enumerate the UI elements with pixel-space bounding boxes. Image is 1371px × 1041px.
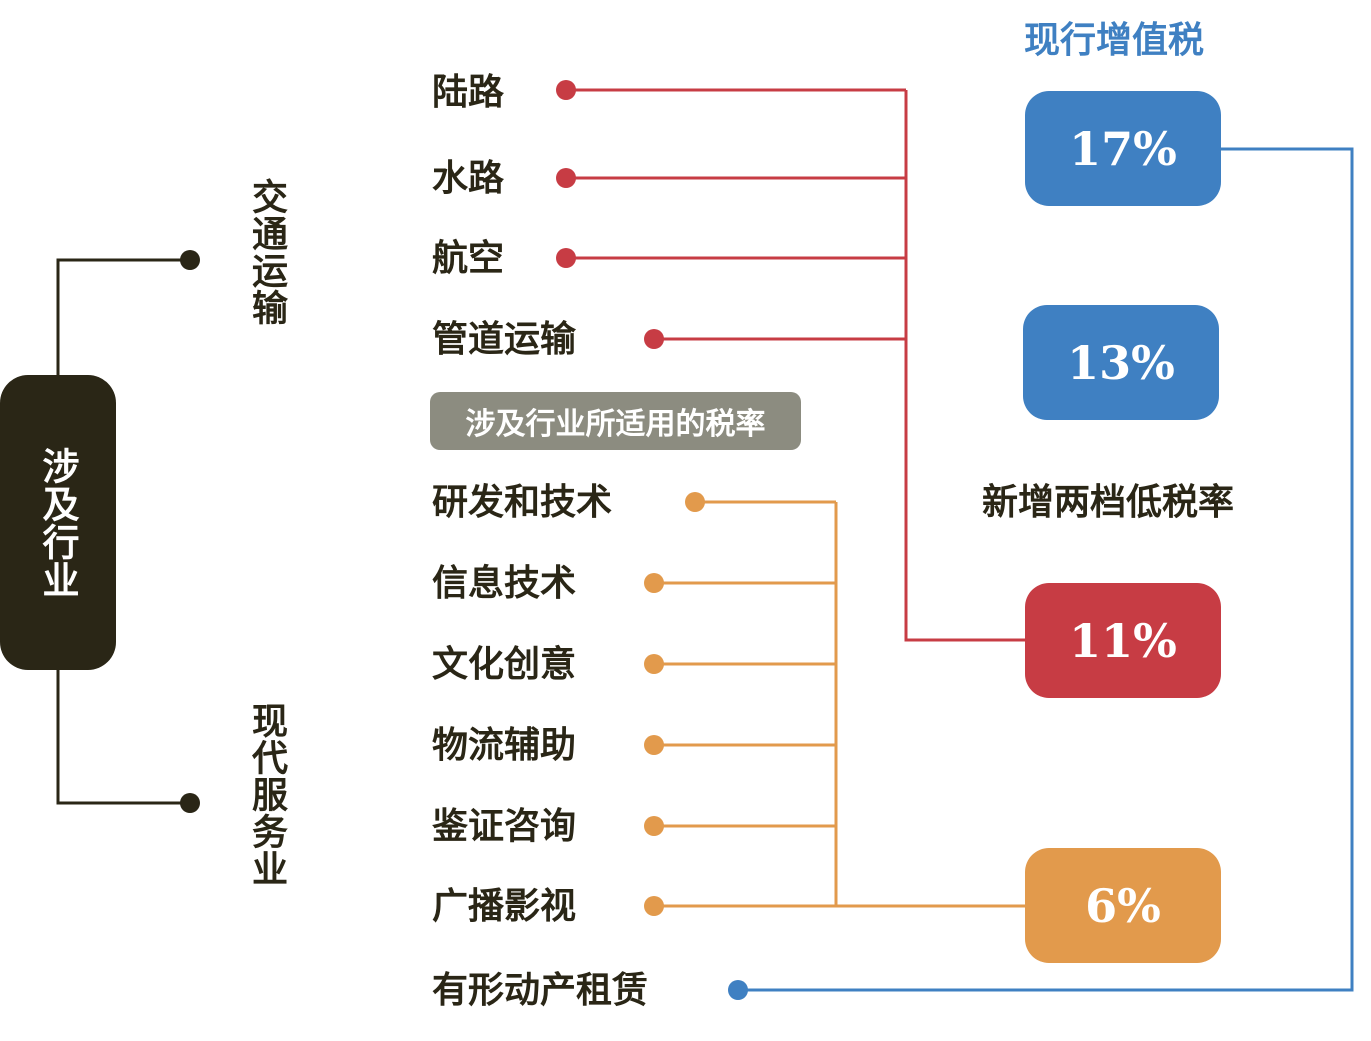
rate-11-label: 11% xyxy=(1069,613,1177,668)
root-connectors xyxy=(56,258,190,805)
item-consulting: 鉴证咨询 xyxy=(432,805,577,847)
rate-6-label: 6% xyxy=(1085,878,1161,933)
rate-17: 17% xyxy=(1025,91,1221,206)
applicable-rates-tag: 涉及行业所适用的税率 xyxy=(430,392,801,450)
heading-current-vat: 现行增值税 xyxy=(1024,19,1205,61)
service-item-dot xyxy=(644,816,664,836)
transport-item-dot xyxy=(556,248,576,268)
service-item-dot xyxy=(644,573,664,593)
item-pipeline: 管道运输 xyxy=(432,318,577,360)
rate-6: 6% xyxy=(1025,848,1221,963)
transport-item-dot xyxy=(556,168,576,188)
rate-13: 13% xyxy=(1023,305,1219,420)
root-node: 涉及行业 xyxy=(0,375,116,670)
rate-11: 11% xyxy=(1025,583,1221,698)
services-dot xyxy=(180,793,200,813)
rate-17-label: 17% xyxy=(1069,121,1177,176)
item-rnd: 研发和技术 xyxy=(432,481,613,523)
service-item-dot xyxy=(644,735,664,755)
service-item-dot xyxy=(685,492,705,512)
heading-new-low-rates: 新增两档低税率 xyxy=(982,481,1235,523)
item-it: 信息技术 xyxy=(432,562,577,604)
item-culture: 文化创意 xyxy=(432,643,577,685)
transport-item-dot xyxy=(556,80,576,100)
transport-item-dot xyxy=(644,329,664,349)
item-land: 陆路 xyxy=(432,71,505,113)
category-transport: 交通运输 xyxy=(246,178,288,326)
item-water: 水路 xyxy=(432,157,505,199)
item-leasing: 有形动产租赁 xyxy=(432,969,649,1011)
rate-13-label: 13% xyxy=(1067,335,1175,390)
service-item-dot xyxy=(644,896,664,916)
service-item-dot xyxy=(644,654,664,674)
root-label: 涉及行业 xyxy=(36,446,80,599)
leasing-connector xyxy=(738,147,1354,992)
leasing-dot xyxy=(728,980,748,1000)
item-logistics: 物流辅助 xyxy=(432,724,577,766)
item-broadcast: 广播影视 xyxy=(432,885,577,927)
service-connectors xyxy=(654,500,1026,908)
item-air: 航空 xyxy=(432,237,505,279)
transport-connectors xyxy=(566,88,1026,642)
transport-dot xyxy=(180,250,200,270)
category-services: 现代服务业 xyxy=(246,702,288,887)
